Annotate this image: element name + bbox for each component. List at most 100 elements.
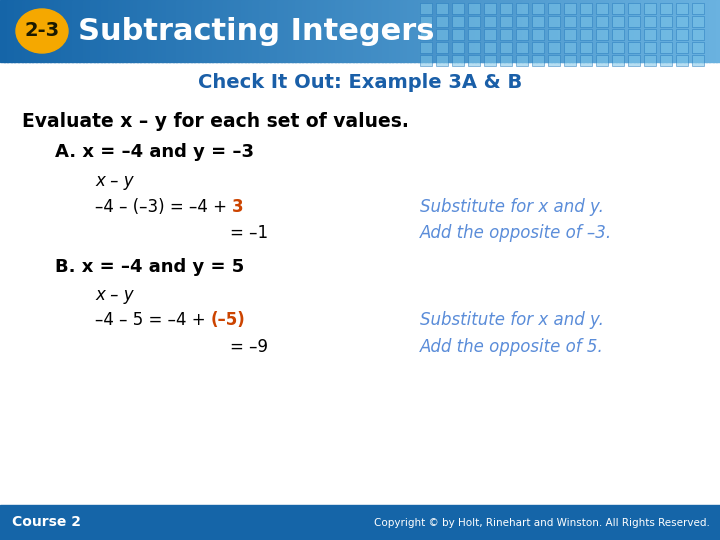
Bar — [342, 0, 346, 62]
Text: = –1: = –1 — [230, 224, 268, 242]
Bar — [468, 42, 480, 53]
Bar — [660, 3, 672, 14]
Text: Evaluate x – y for each set of values.: Evaluate x – y for each set of values. — [22, 112, 409, 131]
Bar — [227, 0, 231, 62]
Bar — [209, 0, 213, 62]
Bar — [468, 29, 480, 40]
Bar — [515, 0, 519, 62]
Bar — [284, 0, 289, 62]
Bar — [22, 0, 26, 62]
Bar — [612, 42, 624, 53]
Bar — [306, 0, 310, 62]
Text: Substitute for x and y.: Substitute for x and y. — [420, 198, 604, 216]
Bar — [482, 0, 487, 62]
Bar — [564, 3, 576, 14]
Bar — [40, 0, 44, 62]
Bar — [572, 0, 577, 62]
Bar — [328, 0, 332, 62]
Bar — [371, 0, 375, 62]
Bar — [680, 0, 685, 62]
Bar — [468, 0, 472, 62]
Bar — [436, 55, 448, 66]
Bar — [133, 0, 138, 62]
Bar — [526, 0, 530, 62]
Bar — [709, 0, 714, 62]
Bar — [61, 0, 66, 62]
Bar — [140, 0, 145, 62]
Bar — [612, 16, 624, 27]
Bar — [25, 0, 30, 62]
Bar — [590, 0, 595, 62]
Bar — [558, 0, 562, 62]
Bar — [500, 29, 512, 40]
Bar — [616, 0, 620, 62]
Bar — [596, 29, 608, 40]
Bar — [612, 55, 624, 66]
Bar — [420, 16, 432, 27]
Bar — [216, 0, 220, 62]
Bar — [7, 0, 12, 62]
Bar — [644, 3, 656, 14]
Bar — [695, 0, 699, 62]
Bar — [349, 0, 354, 62]
Bar — [346, 0, 350, 62]
Bar — [436, 29, 448, 40]
Bar — [644, 16, 656, 27]
Bar — [484, 16, 496, 27]
Bar — [115, 0, 120, 62]
Text: A. x = –4 and y = –3: A. x = –4 and y = –3 — [55, 143, 254, 161]
Bar — [518, 0, 523, 62]
Bar — [360, 0, 364, 62]
Bar — [256, 0, 260, 62]
Bar — [472, 0, 476, 62]
Bar — [544, 0, 548, 62]
Bar — [619, 0, 624, 62]
Bar — [660, 29, 672, 40]
Bar — [468, 55, 480, 66]
Bar — [353, 0, 357, 62]
Bar — [414, 0, 418, 62]
Bar — [516, 55, 528, 66]
Bar — [564, 16, 576, 27]
Bar — [270, 0, 274, 62]
Bar — [126, 0, 130, 62]
Bar — [548, 42, 560, 53]
Bar — [551, 0, 555, 62]
Text: (–5): (–5) — [211, 311, 246, 329]
Text: –4 – 5 = –4 +: –4 – 5 = –4 + — [95, 311, 211, 329]
Bar — [532, 16, 544, 27]
Bar — [468, 3, 480, 14]
Bar — [630, 0, 634, 62]
Bar — [677, 0, 681, 62]
Bar — [421, 0, 426, 62]
Bar — [97, 0, 102, 62]
Bar — [452, 3, 464, 14]
Bar — [324, 0, 328, 62]
Bar — [564, 55, 576, 66]
Bar — [628, 55, 640, 66]
Bar — [180, 0, 184, 62]
Bar — [532, 55, 544, 66]
Bar — [652, 0, 656, 62]
Text: x – y: x – y — [95, 286, 134, 304]
Bar — [454, 0, 458, 62]
Bar — [194, 0, 199, 62]
Bar — [676, 42, 688, 53]
Bar — [101, 0, 105, 62]
Bar — [547, 0, 552, 62]
Bar — [230, 0, 235, 62]
Bar — [706, 0, 710, 62]
Text: Add the opposite of 5.: Add the opposite of 5. — [420, 338, 604, 356]
Bar — [637, 0, 642, 62]
Bar — [50, 0, 55, 62]
Bar — [295, 0, 300, 62]
Text: 3: 3 — [233, 198, 244, 216]
Bar — [500, 0, 505, 62]
Bar — [436, 3, 448, 14]
Bar — [623, 0, 627, 62]
Text: B. x = –4 and y = 5: B. x = –4 and y = 5 — [55, 258, 244, 276]
Bar — [692, 55, 704, 66]
Bar — [468, 16, 480, 27]
Bar — [548, 3, 560, 14]
Bar — [47, 0, 51, 62]
